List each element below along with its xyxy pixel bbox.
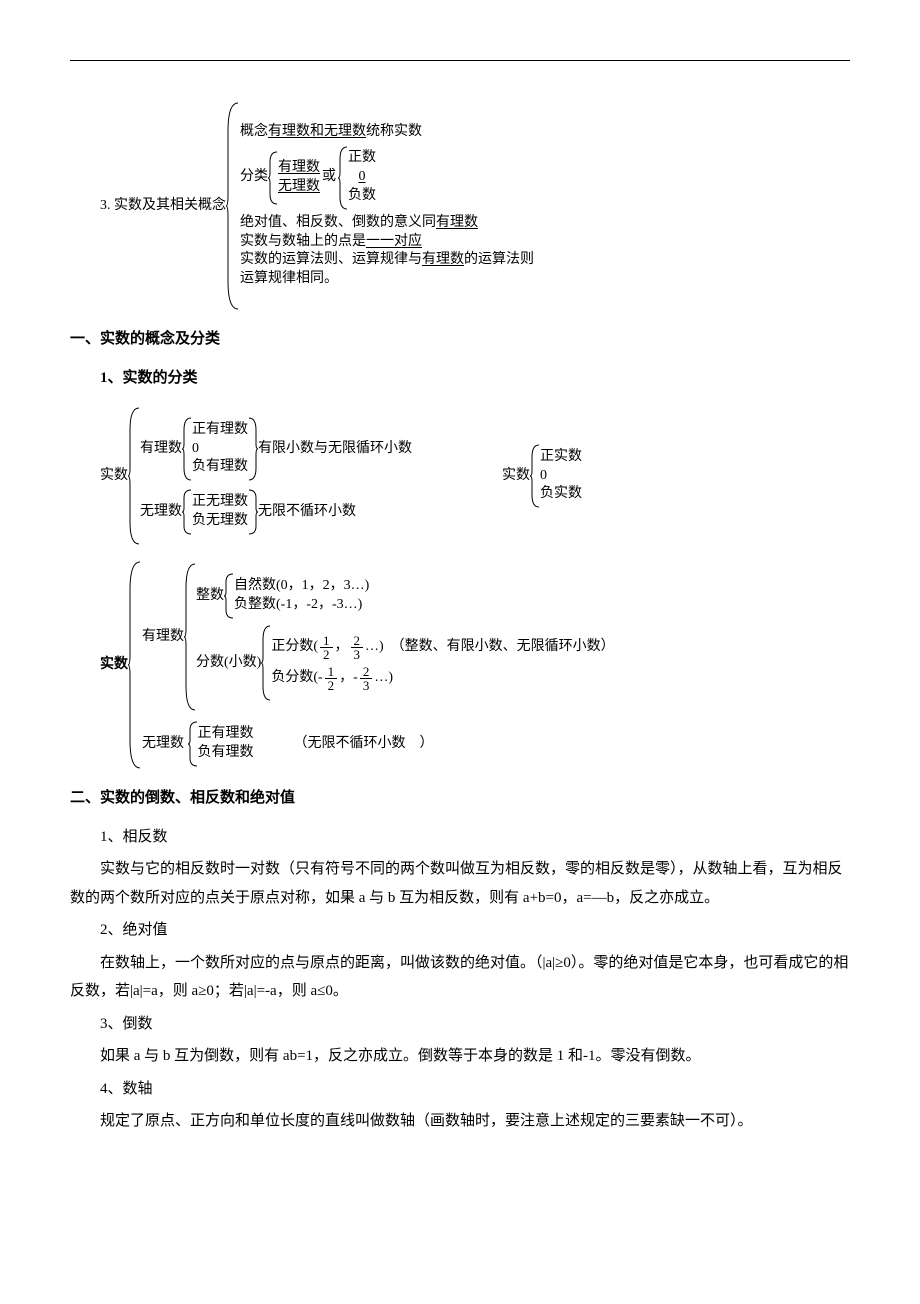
sec2-p1t: 1、相反数: [70, 823, 850, 852]
f3n: 1: [325, 665, 338, 679]
sec2-p4t: 4、数轴: [70, 1075, 850, 1104]
b3-l6: 运算规律相同。: [240, 270, 534, 289]
brace-tree1-main: [128, 406, 140, 546]
brace-tree2-main: [128, 560, 142, 770]
block3-prefix: 3. 实数及其相关概念: [100, 193, 226, 220]
tree2-a2b-mid: ，-: [339, 669, 358, 688]
b3-l5a: 实数的运算法则、运算规律与: [240, 252, 422, 267]
f4d: 3: [360, 679, 373, 692]
tree1-a2: 0: [192, 440, 248, 459]
b3-l3a: 绝对值、相反数、倒数的意义同: [240, 215, 436, 230]
sec2-p2t: 2、绝对值: [70, 916, 850, 945]
brace-l2-left: [268, 150, 278, 206]
brace-tree2-a: [184, 562, 196, 712]
b3-l2c1: 正数: [348, 149, 376, 168]
sec1-sub1: 1、实数的分类: [100, 364, 850, 393]
b3-l2b: 无理数: [278, 179, 320, 194]
tree2-a2a-pre: 正分数(: [271, 638, 318, 657]
f2d: 3: [351, 648, 364, 661]
b3-l1c: 统称实数: [366, 124, 422, 139]
f2n: 2: [351, 634, 364, 648]
b3-l5c: 的运算法则: [464, 252, 534, 267]
tree1-b2: 负无理数: [192, 512, 248, 531]
brace-left-main: [226, 101, 240, 311]
tree1-b1: 正无理数: [192, 493, 248, 512]
tree2-b: 无理数: [142, 735, 184, 754]
tree1: 实数 有理数 正有理数 0 负有理数 有限小数与无限循环小数 无理数 正无理数 …: [100, 406, 412, 546]
b3-l2or: 或: [322, 168, 336, 187]
b3-l2a: 有理数: [278, 160, 320, 175]
tree2-b-note: （无限不循环小数 ）: [294, 735, 434, 754]
brace-tree1-a-r: [248, 416, 258, 482]
tree1r-root: 实数: [502, 463, 530, 490]
b3-l2c2: 0: [351, 169, 374, 184]
tree1-root: 实数: [100, 463, 128, 490]
sec2-p3: 如果 a 与 b 互为倒数，则有 ab=1，反之亦成立。倒数等于本身的数是 1 …: [70, 1042, 850, 1071]
f3d: 2: [325, 679, 338, 692]
tree2-a1a: 自然数(0，1，2，3…): [234, 577, 369, 596]
brace-tree1-b-l: [182, 488, 192, 536]
top-rule: [70, 60, 850, 61]
tree1-b: 无理数: [140, 503, 182, 522]
sec1-title: 一、实数的概念及分类: [70, 325, 850, 354]
b3-l3b: 有理数: [436, 215, 478, 230]
brace-tree2-a2: [261, 624, 271, 702]
b3-l2c3: 负数: [348, 187, 376, 206]
tree2-b1: 正有理数: [198, 725, 254, 744]
tree2-a2b-pre: 负分数(-: [271, 669, 322, 688]
tree1-row: 实数 有理数 正有理数 0 负有理数 有限小数与无限循环小数 无理数 正无理数 …: [100, 406, 850, 546]
b3-l2label: 分类: [240, 168, 268, 187]
tree2-b2: 负有理数: [198, 744, 254, 763]
sec2-p3t: 3、倒数: [70, 1010, 850, 1039]
sec2-p1: 实数与它的相反数时一对数（只有符号不同的两个数叫做互为相反数，零的相反数是零），…: [70, 855, 850, 912]
tree1r: 实数 正实数 0 负实数: [502, 443, 582, 509]
b3-l1a: 概念: [240, 124, 268, 139]
block3-content: 概念有理数和无理数统称实数 分类 有理数 无理数 或 正数 0 负数 绝对值、相…: [240, 123, 534, 289]
brace-tree1-b-r: [248, 488, 258, 536]
brace-l2-right-l: [338, 145, 348, 211]
b3-l4a: 实数与数轴上的点是: [240, 234, 366, 249]
tree1-a-note: 有限小数与无限循环小数: [258, 440, 412, 459]
tree2-a1: 整数: [196, 587, 224, 606]
tree1r-r2: 0: [540, 467, 582, 486]
tree2-a2a-post: …) （整数、有限小数、无限循环小数）: [365, 638, 615, 657]
brace-tree1r: [530, 443, 540, 509]
brace-tree2-b: [188, 720, 198, 768]
tree2-a1b: 负整数(-1，-2，-3…): [234, 596, 369, 615]
block-3-real-number-concept: 3. 实数及其相关概念 概念有理数和无理数统称实数 分类 有理数 无理数 或 正…: [100, 101, 850, 311]
f1d: 2: [320, 648, 333, 661]
tree2-a2a-mid: ，: [335, 638, 349, 657]
f1n: 1: [320, 634, 333, 648]
f4n: 2: [360, 665, 373, 679]
b3-l1b: 有理数和无理数: [268, 124, 366, 139]
b3-l5b: 有理数: [422, 252, 464, 267]
tree1r-r1: 正实数: [540, 448, 582, 467]
tree2-root: 实数: [100, 652, 128, 679]
tree2-a2b-post: …): [374, 669, 393, 688]
sec2-p2: 在数轴上，一个数所对应的点与原点的距离，叫做该数的绝对值。（|a|≥0）。零的绝…: [70, 949, 850, 1006]
tree1r-r3: 负实数: [540, 485, 582, 504]
sec2-p4: 规定了原点、正方向和单位长度的直线叫做数轴（画数轴时，要注意上述规定的三要素缺一…: [70, 1107, 850, 1136]
tree1-a3: 负有理数: [192, 458, 248, 477]
b3-l4b: 一一对应: [366, 234, 422, 249]
tree2-a: 有理数: [142, 628, 184, 647]
tree1-b-note: 无限不循环小数: [258, 503, 356, 522]
tree2-a2: 分数(小数): [196, 654, 261, 673]
brace-tree2-a1: [224, 572, 234, 620]
tree1-a: 有理数: [140, 440, 182, 459]
tree2: 实数 有理数 整数 自然数(0，1，2，3…) 负整数(-1，-2，-3…): [100, 560, 850, 770]
tree1-a1: 正有理数: [192, 421, 248, 440]
brace-tree1-a-l: [182, 416, 192, 482]
sec2-title: 二、实数的倒数、相反数和绝对值: [70, 784, 850, 813]
